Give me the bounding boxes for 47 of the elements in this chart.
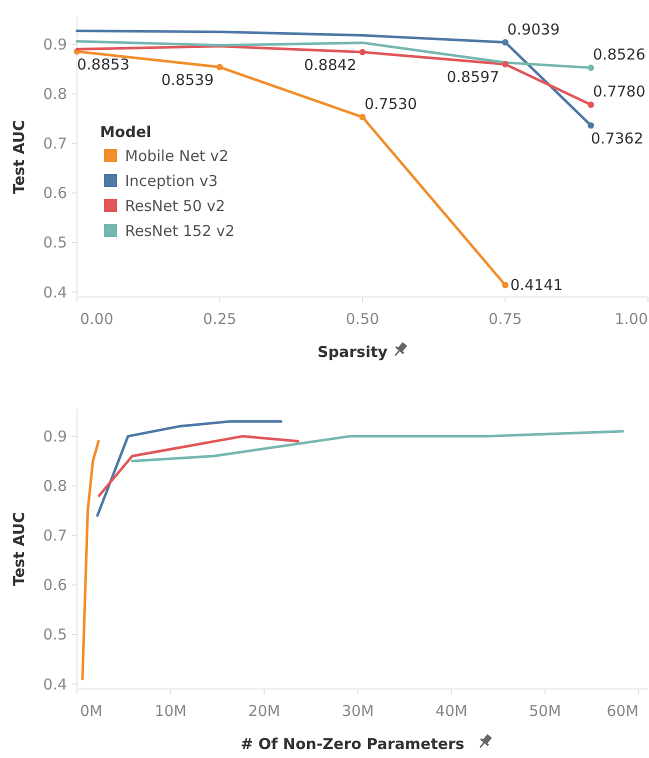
y-axis-title: Test AUC (10, 120, 28, 194)
x-axis-title: # Of Non-Zero Parameters (240, 735, 464, 753)
legend-label: Inception v3 (125, 172, 218, 190)
data-label: 0.7780 (592, 82, 646, 101)
x-tick-label: 20M (248, 702, 280, 720)
data-label: 0.8853 (77, 56, 130, 74)
y-tick-label: 0.5 (43, 234, 67, 252)
y-tick-label: 0.6 (43, 576, 67, 594)
x-tick-label: 10M (154, 702, 187, 720)
legend-label: ResNet 152 v2 (125, 222, 235, 240)
x-tick-label: 50M (529, 702, 562, 720)
x-tick-label: 60M (606, 702, 639, 720)
data-label: 0.9039 (507, 20, 560, 38)
x-tick-label: 40M (435, 702, 468, 720)
data-label: 0.7362 (590, 129, 644, 148)
y-tick-label: 0.9 (43, 428, 67, 446)
data-label: 0.8842 (304, 56, 356, 74)
legend-label: ResNet 50 v2 (125, 197, 226, 215)
x-tick-label: 0.50 (346, 310, 380, 328)
x-tick-label: 0.75 (488, 310, 522, 328)
line-series (81, 440, 100, 680)
data-label: 0.7530 (364, 95, 417, 114)
y-axis-title: Test AUC (10, 512, 28, 586)
y-tick-label: 0.4 (43, 675, 67, 694)
y-tick-label: 0.8 (43, 85, 67, 104)
x-tick-label: 0.00 (80, 310, 114, 328)
y-tick-label: 0.4 (43, 283, 67, 302)
line-series (130, 430, 624, 462)
data-label: 0.8539 (161, 71, 214, 90)
y-tick-label: 0.7 (43, 526, 67, 545)
data-label: 0.4141 (510, 276, 563, 294)
x-tick-label: 1.00 (614, 310, 648, 328)
y-tick-label: 0.8 (43, 477, 67, 496)
x-tick-label: 0M (80, 702, 102, 720)
x-axis-title: Sparsity (317, 343, 388, 361)
line-series (98, 434, 300, 498)
y-tick-label: 0.9 (43, 36, 67, 54)
y-tick-label: 0.7 (43, 134, 67, 153)
x-tick-label: 30M (342, 702, 374, 720)
legend-label: Mobile Net v2 (125, 147, 228, 165)
legend-title: Model (100, 123, 152, 141)
x-tick-label: 0.25 (203, 310, 236, 328)
data-label: 0.8597 (446, 68, 500, 86)
line-series (96, 420, 282, 517)
y-tick-label: 0.6 (43, 184, 67, 202)
data-label: 0.8526 (592, 46, 646, 64)
y-tick-label: 0.5 (43, 626, 67, 644)
